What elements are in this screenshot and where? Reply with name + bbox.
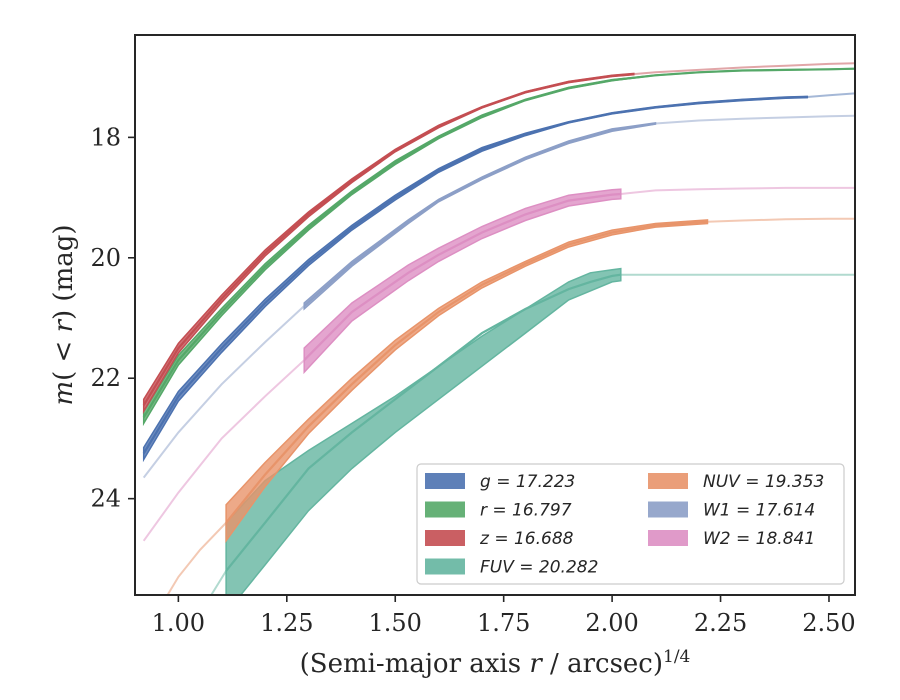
series-observed-band bbox=[225, 219, 709, 544]
legend-item-nuv: NUV = 19.353 bbox=[648, 472, 824, 492]
plot-area bbox=[142, 62, 855, 595]
series-observed-line bbox=[142, 67, 855, 418]
x-axis: 1.00 1.25 1.50 1.75 2.00 2.25 2.50 bbox=[152, 595, 856, 637]
legend-item-w1: W1 = 17.614 bbox=[648, 501, 815, 521]
plot-frame bbox=[134, 34, 856, 596]
legend-items: g = 17.223 r = 16.797 z = 16.688 FUV = 20.2… bbox=[425, 472, 824, 578]
legend-item-g: g = 17.223 bbox=[425, 472, 575, 492]
series-fuv bbox=[210, 267, 855, 595]
y-tick-label: 20 bbox=[90, 244, 121, 272]
x-tick-label: 1.25 bbox=[260, 609, 313, 637]
x-tick-label: 1.50 bbox=[369, 609, 422, 637]
x-tick-label: 1.00 bbox=[152, 609, 205, 637]
legend-box bbox=[416, 463, 845, 585]
series-w1 bbox=[142, 114, 855, 479]
series-z bbox=[142, 62, 855, 415]
x-tick-label: 1.75 bbox=[477, 609, 530, 637]
legend-label: W2 = 18.841 bbox=[703, 529, 815, 549]
series-nuv bbox=[166, 217, 855, 595]
legend-label: FUV = 20.282 bbox=[480, 558, 598, 578]
legend-item-w2: W2 = 18.841 bbox=[648, 529, 815, 549]
y-tick-label: 22 bbox=[90, 364, 121, 392]
x-tick-label: 2.25 bbox=[694, 609, 747, 637]
y-axis-label: m( < r) (mag) bbox=[49, 224, 79, 405]
y-axis-label-close: ) bbox=[49, 310, 79, 320]
series-w2 bbox=[142, 186, 855, 542]
x-axis-label-suffix: / arcsec) bbox=[542, 649, 663, 679]
series-observed-line bbox=[303, 192, 621, 361]
series-observed-line bbox=[225, 273, 621, 572]
legend-label: z = 16.688 bbox=[479, 529, 574, 549]
legend-swatch bbox=[425, 501, 465, 518]
y-axis-label-paren: ( < bbox=[49, 332, 79, 380]
legend-item-fuv: FUV = 20.282 bbox=[425, 558, 598, 578]
series-observed-band bbox=[303, 188, 622, 375]
legend-item-z: z = 16.688 bbox=[425, 529, 574, 549]
series-g bbox=[142, 92, 855, 463]
x-axis-label-prefix: (Semi-major axis bbox=[300, 649, 530, 679]
legend-label: NUV = 19.353 bbox=[703, 472, 824, 492]
legend-item-r: r = 16.797 bbox=[425, 501, 572, 521]
legend-swatch bbox=[648, 473, 688, 489]
y-axis: 18 20 22 24 bbox=[90, 123, 135, 513]
legend-label: g = 17.223 bbox=[480, 472, 575, 492]
x-tick-label: 2.00 bbox=[585, 609, 638, 637]
x-axis-label-var: r bbox=[529, 649, 543, 679]
series-observed-band bbox=[142, 67, 855, 427]
legend-swatch bbox=[425, 558, 465, 575]
legend-swatch bbox=[425, 530, 465, 546]
series-observed-line bbox=[142, 73, 634, 406]
y-axis-label-var: r bbox=[49, 318, 79, 332]
series-layer bbox=[142, 62, 855, 595]
legend-label: r = 16.797 bbox=[480, 501, 572, 521]
legend-swatch bbox=[425, 473, 465, 489]
series-observed-line bbox=[303, 122, 656, 307]
series-observed-line bbox=[142, 95, 808, 455]
x-axis-label-superscript: 1/4 bbox=[663, 647, 690, 667]
legend-label: W1 = 17.614 bbox=[703, 501, 815, 521]
x-axis-label: (Semi-major axis r / arcsec)1/4 bbox=[300, 647, 691, 679]
y-axis-label-unit: (mag) bbox=[49, 224, 79, 309]
legend-swatch bbox=[648, 530, 688, 546]
legend-swatch bbox=[648, 501, 688, 518]
series-model-line bbox=[142, 62, 855, 406]
y-axis-label-main: m bbox=[49, 381, 79, 406]
y-tick-label: 18 bbox=[90, 123, 121, 151]
series-model-line bbox=[142, 67, 855, 418]
legend: g = 17.223 r = 16.797 z = 16.688 FUV = 20.2… bbox=[416, 463, 845, 585]
series-r bbox=[142, 67, 855, 427]
x-tick-label: 2.50 bbox=[802, 609, 855, 637]
series-observed-line bbox=[225, 220, 708, 524]
series-observed-band bbox=[225, 267, 622, 595]
y-tick-label: 24 bbox=[90, 485, 121, 513]
